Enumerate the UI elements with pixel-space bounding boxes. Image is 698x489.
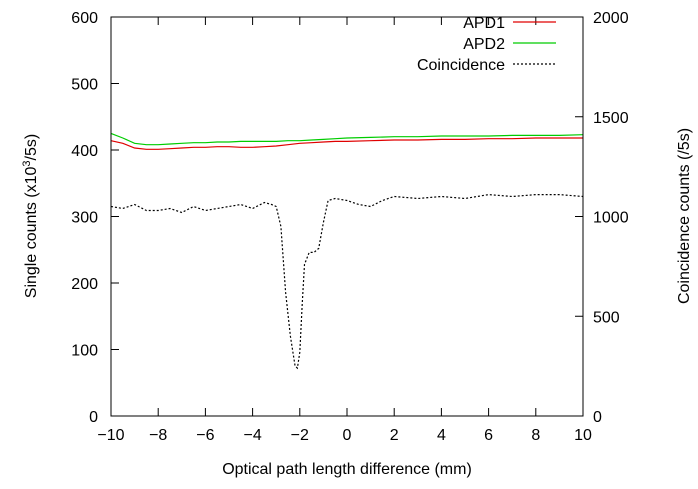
y-left-tick-label: 200 — [71, 276, 98, 293]
y-left-tick-label: 500 — [71, 77, 98, 94]
legend-label-apd2: APD2 — [463, 36, 505, 53]
x-tick-label: −4 — [243, 427, 261, 444]
y-right-tick-label: 1500 — [593, 110, 629, 127]
series-line-apd1 — [110, 137, 583, 150]
y-left-tick-label: 100 — [71, 343, 98, 360]
axis-ticks — [110, 16, 584, 417]
y-right-tick-label: 2000 — [593, 10, 629, 27]
y-left-tick-label: 0 — [89, 409, 98, 426]
y-right-axis-label: Coincidence counts (/5s) — [676, 128, 693, 304]
x-axis-label: Optical path length difference (mm) — [222, 461, 472, 478]
x-tick-label: 10 — [574, 427, 592, 444]
tick-labels: −10 −8 −6 −4 −2 0 2 4 6 8 100100200300400500600050… — [71, 10, 628, 444]
plot-frame — [110, 16, 584, 417]
y-right-tick-label: 0 — [593, 409, 602, 426]
y-right-tick-label: 500 — [593, 309, 620, 326]
x-tick-label: −10 — [97, 427, 124, 444]
x-tick-label: 8 — [531, 427, 540, 444]
series-line-apd2 — [110, 132, 584, 146]
y-left-tick-label: 400 — [71, 143, 98, 160]
y-left-tick-label: 300 — [71, 210, 98, 227]
legend-label-apd1: APD1 — [463, 15, 505, 32]
x-tick-label: −6 — [196, 427, 214, 444]
y-left-axis-label: Single counts (x103/5s) — [21, 134, 40, 298]
legend: APD1 APD2 Coincidence — [417, 15, 556, 74]
legend-label-coincidence: Coincidence — [417, 57, 505, 74]
series-line-coincidence — [110, 193, 584, 370]
x-tick-label: −2 — [291, 427, 309, 444]
y-right-tick-label: 1000 — [593, 210, 629, 227]
y-left-tick-label: 600 — [71, 10, 98, 27]
x-tick-label: 2 — [390, 427, 399, 444]
x-tick-label: −8 — [149, 427, 167, 444]
x-tick-label: 6 — [484, 427, 493, 444]
series-lines — [110, 132, 584, 370]
x-tick-label: 4 — [437, 427, 446, 444]
x-tick-label: 0 — [343, 427, 352, 444]
